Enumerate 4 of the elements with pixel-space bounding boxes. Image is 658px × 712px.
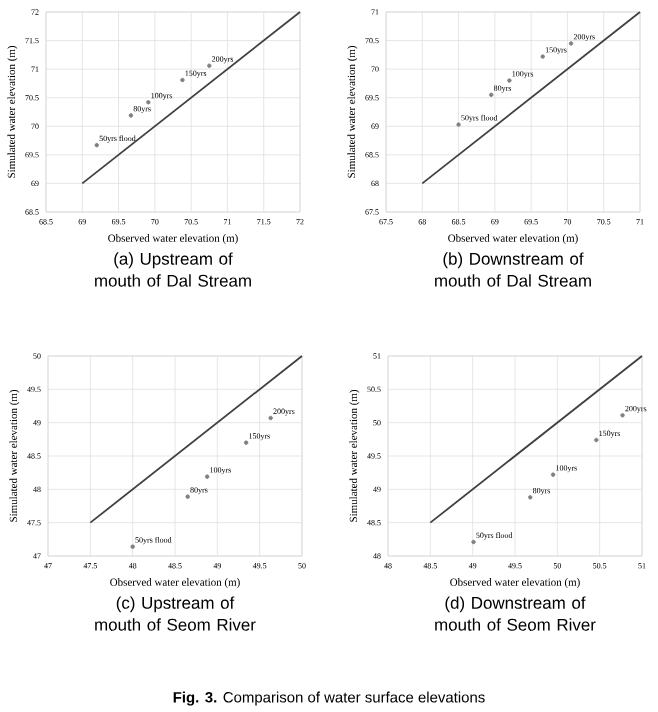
text: (a) Upstream of mouth of Dal Stream (95, 252, 251, 287)
text: (b) Downstream of mouth of Dal Stream (435, 252, 591, 287)
text: (c) Upstream of mouth of Seom River (95, 596, 256, 631)
text: (d) Downstream of mouth of Seom River (435, 596, 596, 631)
